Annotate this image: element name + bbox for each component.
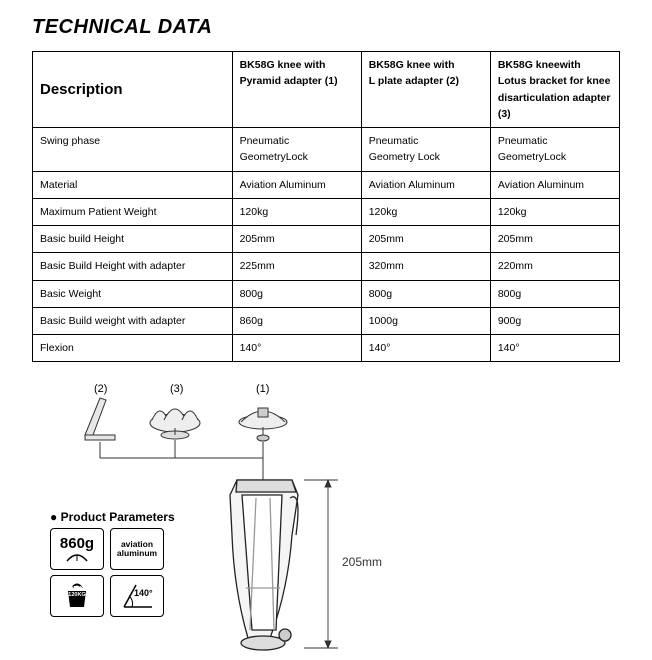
row-label: Basic Weight [33,280,233,307]
row-label: Swing phase [33,128,233,172]
cell: 800g [361,280,490,307]
col3-line1: BK58G kneewith [498,59,581,71]
row-label: Material [33,171,233,198]
table-header-row: Description BK58G knee with Pyramid adap… [33,52,620,128]
params-heading: ● Product Parameters [50,510,180,524]
label-2: (2) [94,383,107,395]
cell: Aviation Aluminum [361,171,490,198]
cell: 205mm [361,226,490,253]
cell: 140° [232,335,361,362]
param-weight-value: 860g [60,536,94,553]
angle-value: 140° [134,588,153,598]
col1-line2: Pyramid adapter (1) [240,75,338,87]
col3-line2: Lotus bracket for knee [498,75,611,87]
table-row: Basic build Height 205mm 205mm 205mm [33,226,620,253]
cell-line: Pneumatic [240,135,290,147]
page-title: TECHNICAL DATA [32,16,620,39]
cell-line: Pneumatic [498,135,548,147]
table-row: Basic Build Height with adapter 225mm 32… [33,253,620,280]
param-weight-box: 860g [50,528,104,570]
cell: 225mm [232,253,361,280]
spec-table: Description BK58G knee with Pyramid adap… [32,51,620,362]
cell-line: Geometry Lock [369,151,440,163]
param-angle-box: 140° [110,575,164,617]
cell: 800g [232,280,361,307]
cell: 320mm [361,253,490,280]
knee-body-icon [230,480,298,650]
description-header: Description [33,52,233,128]
table-row: Material Aviation Aluminum Aviation Alum… [33,171,620,198]
table-row: Flexion 140° 140° 140° [33,335,620,362]
row-label: Maximum Patient Weight [33,198,233,225]
row-label: Basic Build Height with adapter [33,253,233,280]
cell: Pneumatic GeometryLock [490,128,619,172]
param-max-weight-box: MAX MAX 120KG [50,575,104,617]
connector-lines [100,440,263,480]
l-plate-adapter-icon [85,398,115,440]
cell: 120kg [490,198,619,225]
param-material-box: aviation aluminum [110,528,164,570]
cell: 140° [361,335,490,362]
label-3: (3) [170,383,183,395]
table-row: Basic Build weight with adapter 860g 100… [33,307,620,334]
cell: 860g [232,307,361,334]
cell-line: GeometryLock [498,151,566,163]
col1-line1: BK58G knee with [240,59,326,71]
pyramid-adapter-icon [239,408,287,441]
cell: Aviation Aluminum [232,171,361,198]
cell: 120kg [361,198,490,225]
col-header-3: BK58G kneewith Lotus bracket for knee di… [490,52,619,128]
height-dimension [304,480,338,648]
cell: 205mm [232,226,361,253]
col2-line1: BK58G knee with [369,59,455,71]
param-material-2: aluminum [117,549,157,558]
cell: 1000g [361,307,490,334]
cell: Pneumatic Geometry Lock [361,128,490,172]
row-label: Flexion [33,335,233,362]
height-label: 205mm [342,555,382,569]
weight-scale-icon [65,553,89,563]
angle-icon: 140° [118,581,156,611]
lotus-bracket-icon [150,409,200,439]
cell: 205mm [490,226,619,253]
cell-line: GeometryLock [240,151,308,163]
label-1: (1) [256,383,269,395]
table-row: Swing phase Pneumatic GeometryLock Pneuma… [33,128,620,172]
cell: 120kg [232,198,361,225]
col-header-2: BK58G knee with L plate adapter (2) [361,52,490,128]
col3-line3: disarticulation adapter (3) [498,92,611,120]
cell: 220mm [490,253,619,280]
table-row: Basic Weight 800g 800g 800g [33,280,620,307]
cell-line: Pneumatic [369,135,419,147]
cell: 140° [490,335,619,362]
col-header-1: BK58G knee with Pyramid adapter (1) [232,52,361,128]
cell: 800g [490,280,619,307]
row-label: Basic build Height [33,226,233,253]
table-row: Maximum Patient Weight 120kg 120kg 120kg [33,198,620,225]
col2-line2: L plate adapter (2) [369,75,459,87]
cell: Pneumatic GeometryLock [232,128,361,172]
row-label: Basic Build weight with adapter [33,307,233,334]
cell: Aviation Aluminum [490,171,619,198]
max-label-2: 120KG [68,592,85,598]
cell: 900g [490,307,619,334]
